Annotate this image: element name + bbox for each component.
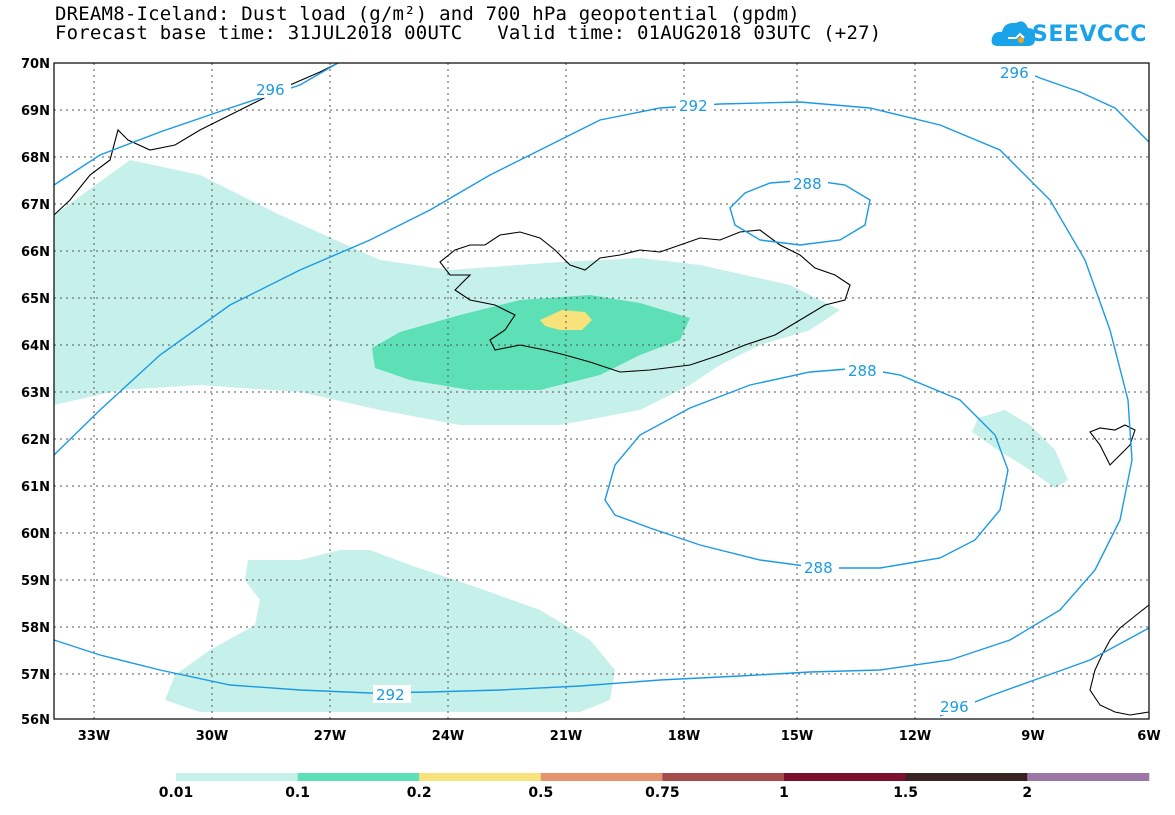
colorbar-segment — [419, 773, 542, 781]
contour-288-south — [604, 367, 1009, 569]
contour-label: 296 — [256, 81, 285, 99]
lat-label: 59N — [21, 574, 50, 589]
map-subtitle: Forecast base time: 31JUL2018 00UTC Vali… — [55, 22, 882, 44]
contour-label: 296 — [1000, 64, 1029, 82]
scotland-coast — [1089, 604, 1150, 716]
colorbar-segment — [784, 773, 907, 781]
lat-label: 58N — [21, 621, 50, 636]
dust-core — [540, 310, 592, 330]
longitude-labels: 33W 30W 27W 24W 21W 18W 15W 12W 9W 6W — [78, 729, 1161, 744]
colorbar-label: 0.75 — [645, 785, 680, 801]
cloud-logo-icon — [991, 21, 1036, 46]
colorbar — [176, 773, 1150, 781]
dust-shading — [54, 160, 1068, 712]
colorbar-segment — [905, 773, 1028, 781]
colorbar-label: 0.01 — [158, 785, 194, 801]
colorbar-label: 0.1 — [285, 785, 310, 801]
colorbar-label: 0.2 — [406, 785, 432, 801]
faroe-islands — [1089, 424, 1136, 466]
colorbar-segment — [1027, 773, 1150, 781]
lon-label: 33W — [78, 729, 110, 744]
contour-label: 296 — [940, 698, 969, 716]
lon-label: 9W — [1021, 729, 1044, 744]
colorbar-segment — [662, 773, 785, 781]
lon-label: 12W — [899, 729, 931, 744]
lon-label: 30W — [196, 729, 228, 744]
contour-label: 292 — [376, 686, 405, 704]
lon-label: 18W — [668, 729, 700, 744]
map-frame — [53, 62, 1150, 720]
lon-label: 24W — [432, 729, 464, 744]
colorbar-label: 1.5 — [893, 785, 918, 801]
logo-text: SEEVCCC — [1032, 22, 1147, 47]
contour-label: 292 — [679, 97, 708, 115]
dust-patch-east — [972, 410, 1068, 488]
lon-label: 6W — [1137, 729, 1160, 744]
contour-labels: 296 292 288 288 288 292 296 296 — [253, 63, 1035, 716]
lat-label: 70N — [21, 57, 50, 72]
colorbar-label: 1 — [779, 785, 789, 801]
lat-label: 57N — [21, 668, 50, 683]
lat-label: 56N — [21, 713, 50, 728]
colorbar-label: 2 — [1022, 785, 1033, 801]
lat-label: 62N — [21, 433, 50, 448]
lon-label: 27W — [314, 729, 346, 744]
graticule — [54, 63, 1149, 719]
lat-label: 67N — [21, 198, 50, 213]
dust-patch-south — [165, 550, 615, 712]
lat-label: 69N — [21, 104, 50, 119]
colorbar-segment — [540, 773, 663, 781]
contour-292-main — [53, 101, 1133, 694]
lon-label: 15W — [781, 729, 813, 744]
contour-label: 288 — [848, 362, 877, 380]
iceland-coast — [439, 229, 851, 373]
contour-label: 288 — [804, 559, 833, 577]
contour-296-north — [53, 62, 339, 186]
lat-label: 64N — [21, 339, 50, 354]
lat-label: 68N — [21, 151, 50, 166]
lat-label: 66N — [21, 245, 50, 260]
contour-label: 288 — [793, 175, 822, 193]
lat-label: 65N — [21, 292, 50, 307]
map-title: DREAM8-Iceland: Dust load (g/m²) and 700… — [55, 3, 800, 25]
lat-label: 63N — [21, 386, 50, 401]
contour-288-north — [729, 179, 871, 246]
colorbar-segment — [297, 773, 420, 781]
lat-label: 61N — [21, 480, 50, 495]
lon-label: 21W — [550, 729, 582, 744]
dust-plume-lightest — [54, 160, 840, 425]
lat-label: 60N — [21, 527, 50, 542]
dust-plume-medium — [372, 295, 690, 390]
latitude-labels: 70N 69N 68N 67N 66N 65N 64N 63N 62N 61N … — [21, 57, 50, 728]
colorbar-segment — [176, 773, 299, 781]
colorbar-label: 0.5 — [528, 785, 554, 801]
